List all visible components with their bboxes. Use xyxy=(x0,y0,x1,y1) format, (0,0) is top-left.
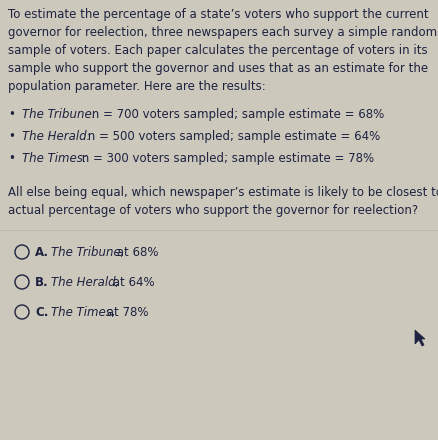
Text: The Times:: The Times: xyxy=(22,152,87,165)
Text: at 78%: at 78% xyxy=(103,306,148,319)
Text: B.: B. xyxy=(35,276,49,289)
Text: n = 700 voters sampled; sample estimate = 68%: n = 700 voters sampled; sample estimate … xyxy=(88,108,383,121)
Text: The Tribune:: The Tribune: xyxy=(22,108,95,121)
Text: The Herald:: The Herald: xyxy=(22,130,90,143)
Text: population parameter. Here are the results:: population parameter. Here are the resul… xyxy=(8,80,265,93)
Text: The Times,: The Times, xyxy=(51,306,115,319)
Text: n = 300 voters sampled; sample estimate = 78%: n = 300 voters sampled; sample estimate … xyxy=(78,152,373,165)
Text: All else being equal, which newspaper’s estimate is likely to be closest to the: All else being equal, which newspaper’s … xyxy=(8,186,438,199)
Text: •: • xyxy=(8,130,15,143)
Text: n = 500 voters sampled; sample estimate = 64%: n = 500 voters sampled; sample estimate … xyxy=(84,130,379,143)
Text: at 68%: at 68% xyxy=(113,246,158,259)
Text: sample who support the governor and uses that as an estimate for the: sample who support the governor and uses… xyxy=(8,62,427,75)
Text: •: • xyxy=(8,152,15,165)
Text: A.: A. xyxy=(35,246,49,259)
Text: The Herald,: The Herald, xyxy=(51,276,119,289)
Text: sample of voters. Each paper calculates the percentage of voters in its: sample of voters. Each paper calculates … xyxy=(8,44,427,57)
Text: actual percentage of voters who support the governor for reelection?: actual percentage of voters who support … xyxy=(8,204,417,217)
Text: at 64%: at 64% xyxy=(109,276,154,289)
Text: governor for reelection, three newspapers each survey a simple random: governor for reelection, three newspaper… xyxy=(8,26,436,39)
Polygon shape xyxy=(414,330,424,346)
Text: C.: C. xyxy=(35,306,48,319)
Text: The Tribune,: The Tribune, xyxy=(51,246,124,259)
Text: To estimate the percentage of a state’s voters who support the current: To estimate the percentage of a state’s … xyxy=(8,8,427,21)
Text: •: • xyxy=(8,108,15,121)
